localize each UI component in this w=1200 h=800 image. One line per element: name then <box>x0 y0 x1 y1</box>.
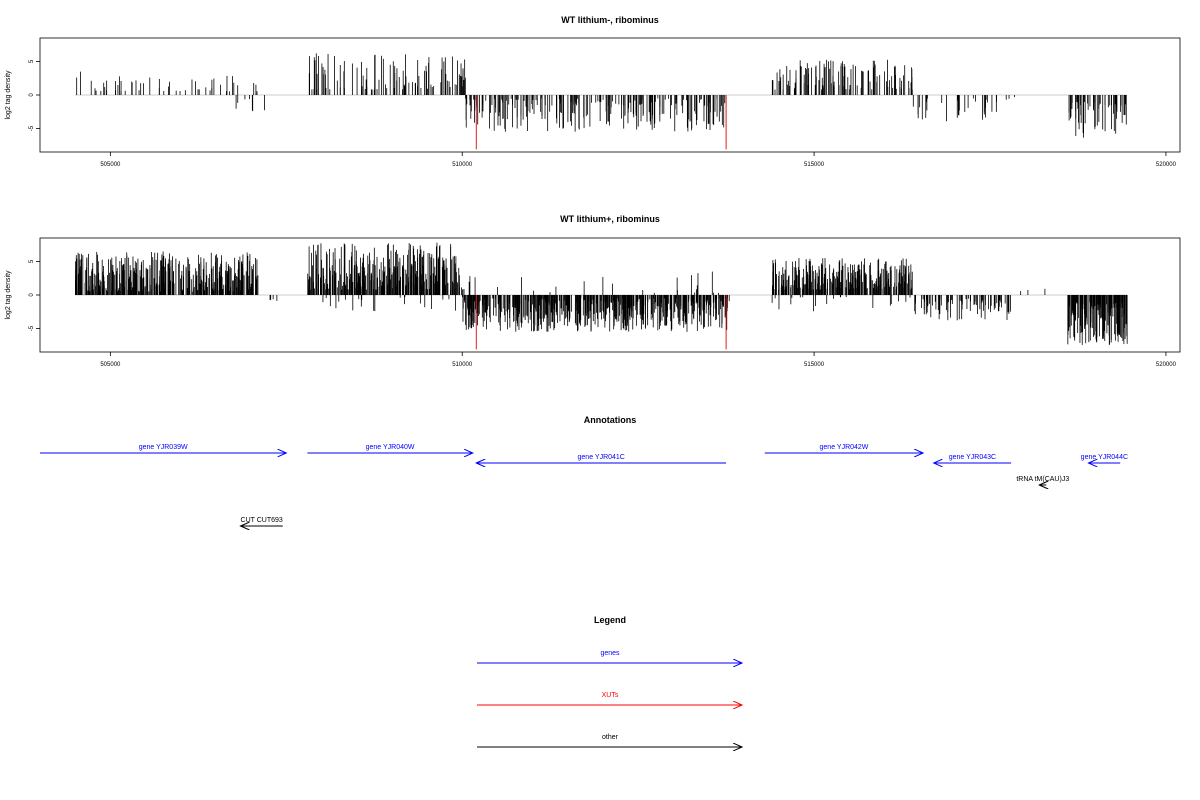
annotation-track: gene YJR039W gene YJR040W gene YJR041C gene… <box>40 444 1128 526</box>
y-tick-label: 0 <box>29 93 35 97</box>
y-axis-label: log2 tag density <box>5 70 12 120</box>
panel-2-title: WT lithium+, ribominus <box>560 214 660 224</box>
y-tick-label: 0 <box>29 293 35 297</box>
feature-label: gene YJR042W <box>820 444 869 451</box>
legend-label: genes <box>600 650 620 657</box>
legend-title: Legend <box>594 615 626 625</box>
x-tick-label: 505000 <box>100 162 121 168</box>
feature-label: gene YJR039W <box>139 444 188 451</box>
x-tick-label: 520000 <box>1156 162 1177 168</box>
legend: genes XUTs other <box>477 650 742 747</box>
x-tick-label: 515000 <box>804 162 825 168</box>
feature-label: gene YJR044C <box>1081 454 1128 461</box>
x-tick-label: 515000 <box>804 362 825 368</box>
feature-label: tRNA tM(CAU)J3 <box>1016 476 1069 483</box>
feature-label: gene YJR040W <box>366 444 415 451</box>
feature-label: gene YJR043C <box>949 454 996 461</box>
panel-1-title: WT lithium-, ribominus <box>561 15 659 25</box>
legend-label: other <box>602 734 619 741</box>
y-axis-label: log2 tag density <box>5 270 12 320</box>
feature-label: CUT CUT693 <box>241 517 283 524</box>
annotations-title: Annotations <box>584 415 637 425</box>
y-tick-label: -5 <box>29 125 35 131</box>
x-tick-label: 510000 <box>452 162 473 168</box>
y-tick-label: 5 <box>29 59 35 63</box>
panel-1-plot: log2 tag density 5 0 -5 505000 510000 515000 52… <box>5 37 1181 168</box>
panel-2-plot: log2 tag density 5 0 -5 505000 510000 515000 52… <box>5 237 1181 368</box>
legend-label: XUTs <box>602 692 619 699</box>
x-tick-label: 505000 <box>100 362 121 368</box>
y-tick-label: -5 <box>29 325 35 331</box>
y-tick-label: 5 <box>29 259 35 263</box>
x-tick-label: 520000 <box>1156 362 1177 368</box>
feature-label: gene YJR041C <box>578 454 625 461</box>
x-tick-label: 510000 <box>452 362 473 368</box>
